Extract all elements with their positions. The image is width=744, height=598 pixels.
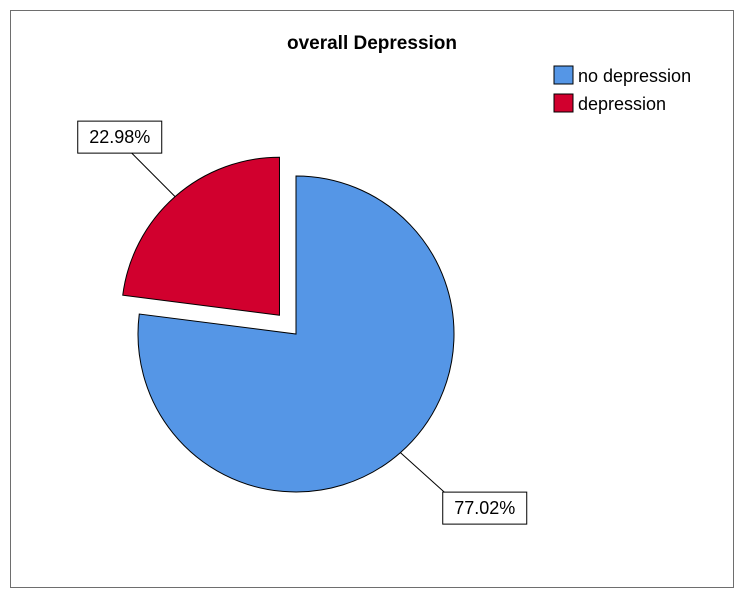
legend: no depression depression bbox=[553, 65, 691, 114]
legend-swatch-no-depression bbox=[553, 65, 574, 85]
chart-title: overall Depression bbox=[287, 33, 457, 54]
leader-line-depression bbox=[131, 152, 176, 198]
legend-swatch-depression bbox=[553, 93, 574, 113]
pie-slices bbox=[122, 156, 455, 493]
data-label-no-depression: 77.02% bbox=[454, 498, 515, 518]
pie-labels: 77.02% 22.98% bbox=[77, 120, 528, 525]
data-label-box-no-depression bbox=[442, 491, 528, 525]
data-label-box-depression bbox=[77, 120, 163, 154]
data-label-depression: 22.98% bbox=[89, 127, 150, 147]
pie-slice-no-depression bbox=[137, 175, 455, 493]
legend-item-no-depression: no depression bbox=[553, 65, 691, 86]
legend-label-no-depression: no depression bbox=[578, 66, 691, 86]
legend-label-depression: depression bbox=[578, 94, 666, 114]
legend-item-depression: depression bbox=[553, 93, 666, 114]
leader-line-no-depression bbox=[400, 452, 450, 497]
pie-slice-depression bbox=[122, 156, 280, 316]
